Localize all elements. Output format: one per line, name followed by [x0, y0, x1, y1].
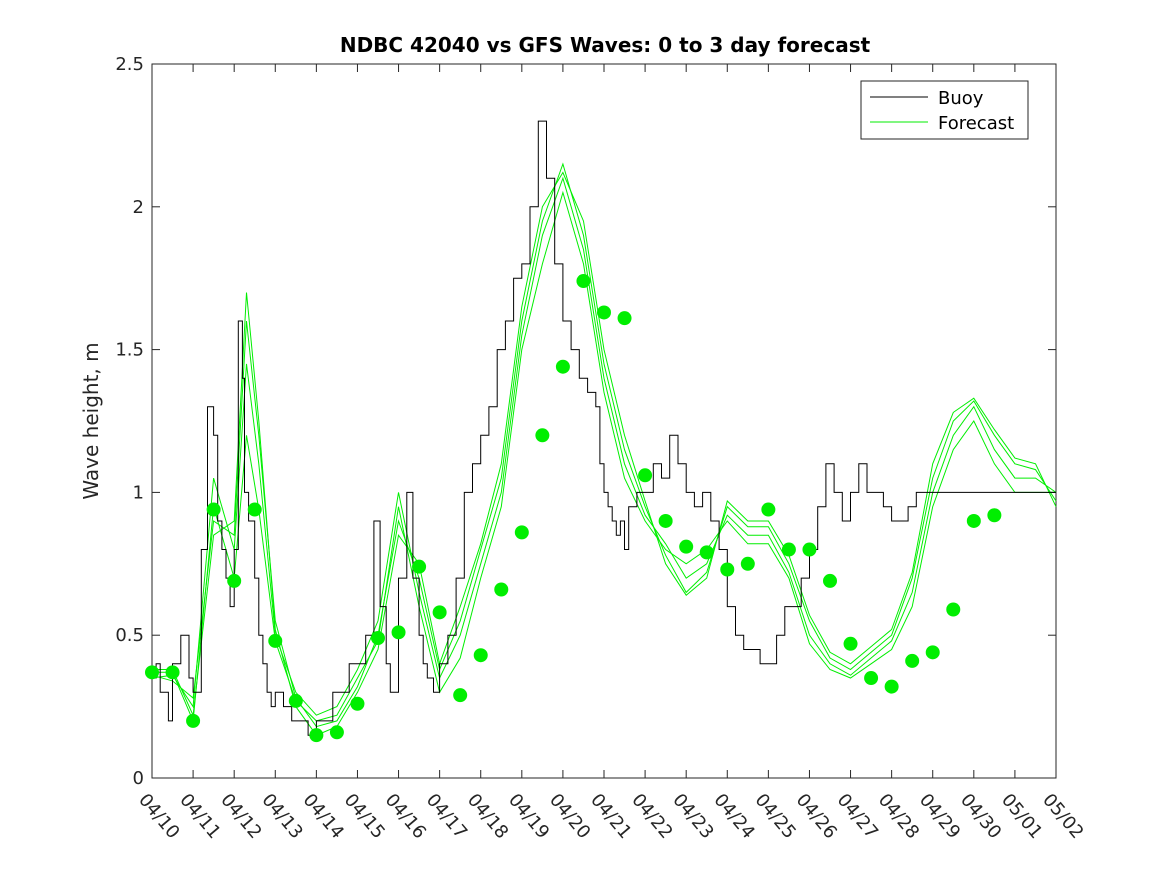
- x-tick-label: 04/25: [751, 790, 800, 843]
- plot-area: [151, 63, 1057, 779]
- forecast-point: [576, 274, 591, 289]
- forecast-point: [514, 525, 529, 540]
- y-tick-label: 1.5: [115, 340, 144, 361]
- forecast-point: [905, 653, 920, 668]
- forecast-point: [843, 636, 858, 651]
- x-tick-label: 04/21: [586, 790, 635, 843]
- forecast-point: [864, 671, 879, 686]
- forecast-point: [966, 513, 981, 528]
- y-tick-label: 0: [133, 768, 144, 789]
- forecast-line-2: [151, 176, 1057, 716]
- forecast-point: [350, 696, 365, 711]
- x-tick-label: 04/16: [381, 790, 430, 843]
- forecast-point: [987, 508, 1002, 523]
- legend-forecast-label: Forecast: [938, 113, 1014, 134]
- forecast-point: [227, 573, 242, 588]
- x-tick-label: 04/24: [709, 790, 758, 843]
- forecast-point: [658, 513, 673, 528]
- x-tick-label: 04/27: [833, 790, 882, 843]
- forecast-point: [391, 625, 406, 640]
- x-tick-label: 04/19: [504, 790, 553, 843]
- forecast-point: [802, 542, 817, 557]
- chart-title: NDBC 42040 vs GFS Waves: 0 to 3 day fore…: [340, 33, 871, 57]
- forecast-line-1: [152, 190, 1056, 722]
- legend-buoy-label: Buoy: [938, 88, 984, 109]
- x-tick-label: 04/11: [175, 790, 224, 843]
- legend: Buoy Forecast: [860, 80, 1029, 140]
- x-tick-label: 04/17: [422, 790, 471, 843]
- y-tick-label: 2.5: [115, 54, 144, 75]
- y-tick-label: 1: [133, 482, 144, 503]
- legend-box: [860, 80, 1029, 140]
- forecast-point: [781, 542, 796, 557]
- forecast-point: [597, 305, 611, 320]
- forecast-point: [638, 468, 653, 483]
- x-tick-label: 05/01: [997, 790, 1046, 843]
- x-tick-label: 04/13: [257, 790, 306, 843]
- forecast-point: [555, 359, 570, 374]
- forecast-point: [288, 693, 303, 708]
- x-tick-label: 04/23: [668, 790, 717, 843]
- x-tick-label: 04/10: [134, 790, 183, 843]
- x-tick-label: 04/20: [545, 790, 594, 843]
- forecast-point: [699, 545, 714, 560]
- x-tick-label: 04/18: [463, 790, 512, 843]
- x-tick-label: 04/15: [340, 790, 389, 843]
- x-tick-label: 04/30: [956, 790, 1005, 843]
- y-axis: 0 0.5 1 1.5 2 2.5: [115, 54, 1056, 789]
- x-tick-label: 04/14: [299, 790, 348, 843]
- forecast-point: [720, 562, 735, 577]
- forecast-point: [925, 645, 940, 660]
- series-group: [151, 120, 1057, 736]
- forecast-point: [145, 665, 159, 680]
- forecast-point: [329, 725, 344, 740]
- forecast-point: [617, 311, 632, 326]
- forecast-point: [946, 602, 961, 617]
- forecast-line-4: [152, 171, 1057, 736]
- forecast-point: [165, 665, 180, 680]
- x-tick-label: 04/26: [792, 790, 841, 843]
- forecast-point: [371, 631, 385, 646]
- forecast-point: [309, 728, 324, 743]
- forecast-point: [494, 582, 509, 597]
- forecast-point: [535, 428, 550, 443]
- forecast-point: [679, 539, 694, 554]
- x-tick-label: 04/28: [874, 790, 923, 843]
- forecast-point: [268, 633, 283, 648]
- x-tick-label: 05/02: [1038, 790, 1087, 843]
- forecast-point: [884, 679, 899, 694]
- forecast-point: [740, 556, 755, 571]
- forecast-point: [473, 648, 488, 663]
- forecast-point: [186, 713, 201, 728]
- forecast-point: [823, 573, 837, 588]
- y-tick-label: 0.5: [115, 625, 144, 646]
- forecast-point: [453, 688, 468, 703]
- x-tick-label: 04/29: [915, 790, 964, 843]
- y-tick-label: 2: [133, 197, 144, 218]
- forecast-point: [206, 502, 221, 517]
- forecast-point: [761, 502, 776, 517]
- buoy-line: [152, 120, 1056, 736]
- x-tick-label: 04/12: [216, 790, 265, 843]
- forecast-line-3: [151, 162, 1057, 728]
- x-tick-label: 04/22: [627, 790, 676, 843]
- forecast-point: [432, 605, 447, 620]
- forecast-point: [412, 559, 427, 574]
- y-axis-label: Wave height, m: [79, 342, 103, 499]
- forecast-point: [247, 502, 262, 517]
- marker-group: [145, 274, 1002, 743]
